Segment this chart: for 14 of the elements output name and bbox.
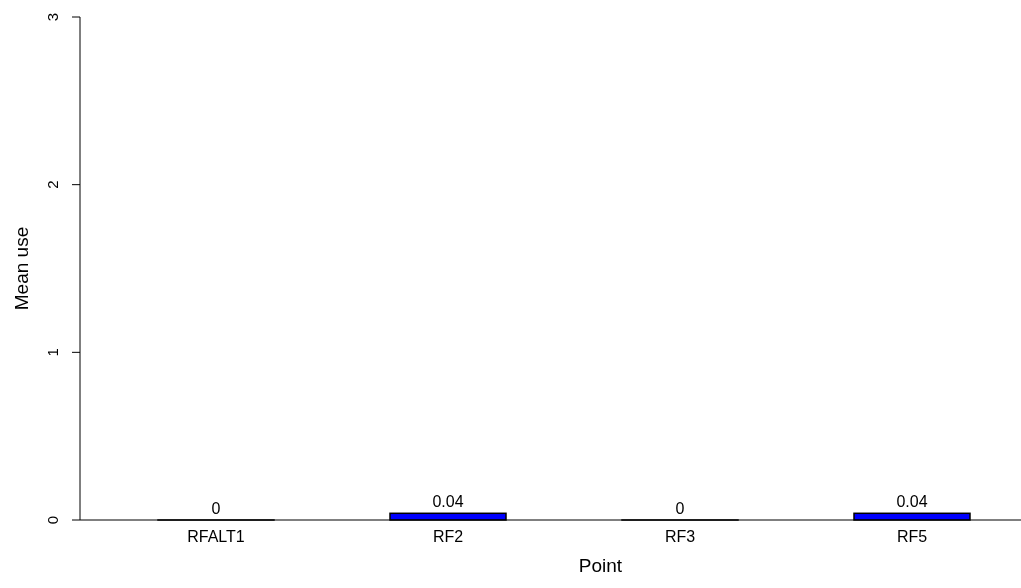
x-tick-label: RF5 [896,528,928,545]
y-tick-label: 3 [44,12,61,22]
y-tick-label: 0 [44,515,61,525]
data-label: 0 [211,500,221,517]
x-tick-label: RF2 [432,528,464,545]
y-tick-label: 1 [44,348,61,357]
x-tick-label: RF3 [664,528,696,545]
y-axis-title: Mean use [11,226,32,311]
x-tick-label: RFALT1 [187,528,245,545]
data-label: 0.04 [896,493,928,511]
data-label: 0.04 [432,493,464,511]
y-tick-label: 2 [44,180,61,189]
data-label: 0 [675,500,685,517]
x-axis-title: Point [578,555,623,576]
